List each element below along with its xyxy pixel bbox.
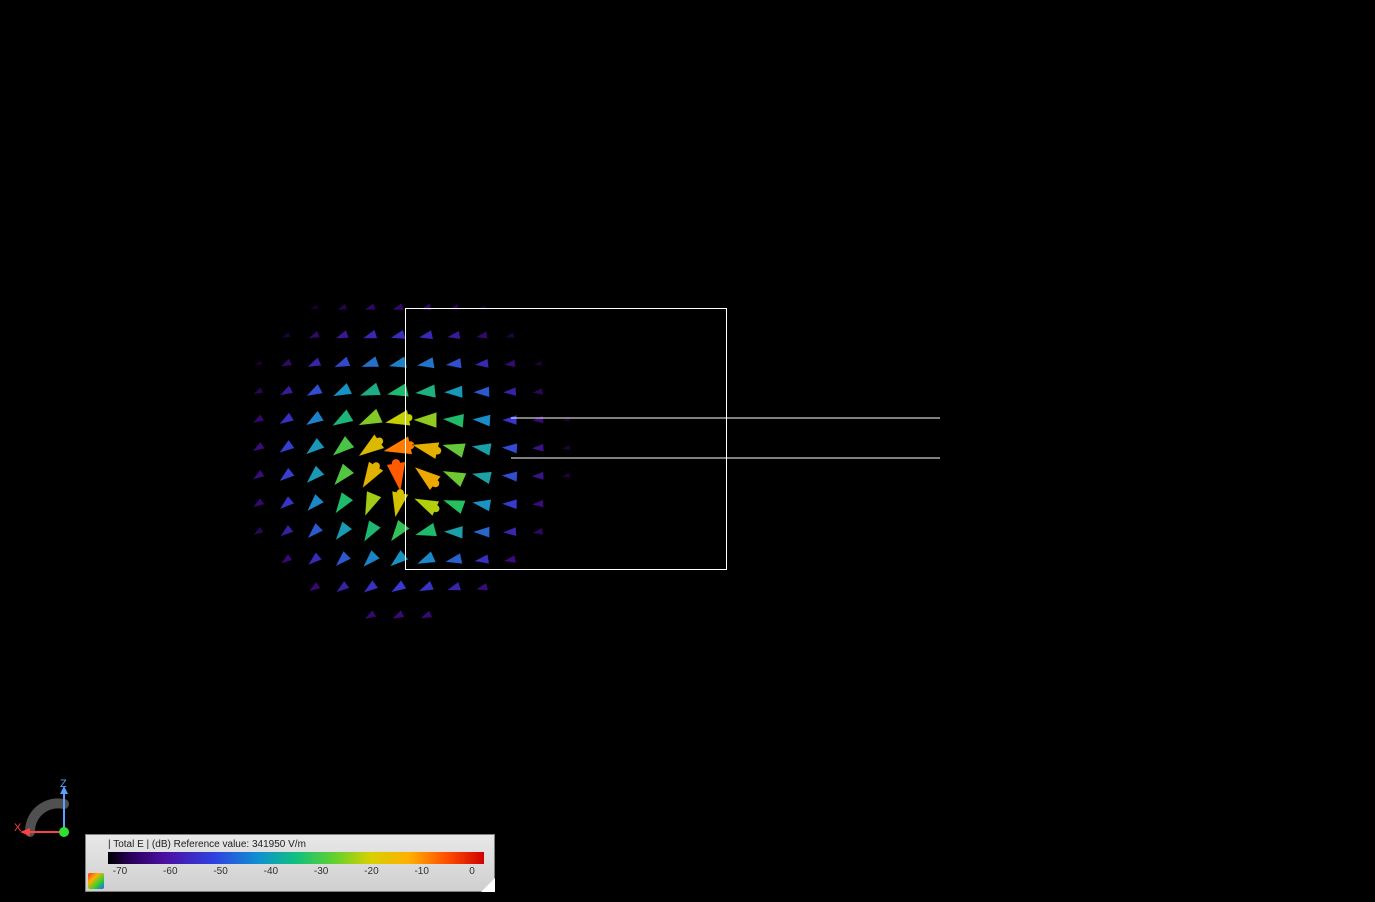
app-icon xyxy=(88,873,104,889)
colorbar-tick: 0 xyxy=(460,866,484,877)
sim-viewport[interactable]: Z X | Total E | (dB) Reference value: 34… xyxy=(0,0,1375,902)
axis-label-z: Z xyxy=(60,778,67,790)
colorbar-tick: -10 xyxy=(410,866,434,877)
axis-triad-svg xyxy=(20,782,80,842)
geometry-outline-slot xyxy=(0,0,1375,902)
colorbar-gradient xyxy=(108,852,484,864)
colorbar-tick: -50 xyxy=(209,866,233,877)
colorbar-tick: -70 xyxy=(108,866,132,877)
resize-grip-icon[interactable] xyxy=(481,878,495,892)
axis-triad[interactable]: Z X xyxy=(20,782,80,842)
colorbar-tick: -40 xyxy=(259,866,283,877)
colorbar-tick: -30 xyxy=(309,866,333,877)
axis-label-x: X xyxy=(14,822,21,834)
colorbar-panel[interactable]: | Total E | (dB) Reference value: 341950… xyxy=(85,834,495,892)
colorbar-ticks: -70 -60 -50 -40 -30 -20 -10 0 xyxy=(108,866,484,877)
colorbar-tick: -60 xyxy=(158,866,182,877)
colorbar-title: | Total E | (dB) Reference value: 341950… xyxy=(108,839,484,850)
colorbar-tick: -20 xyxy=(359,866,383,877)
